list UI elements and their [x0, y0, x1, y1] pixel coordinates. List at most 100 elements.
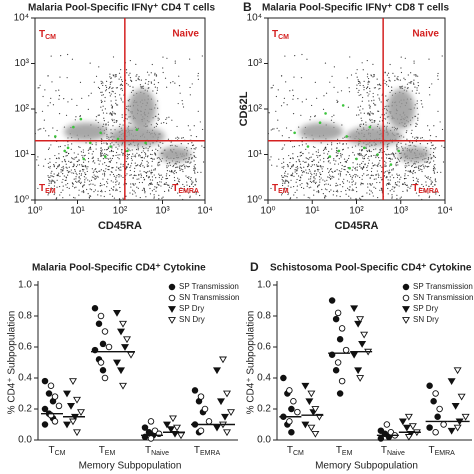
event-dot	[120, 88, 122, 90]
event-dot	[371, 119, 373, 121]
data-point	[356, 375, 365, 382]
event-dot	[62, 156, 65, 158]
data-point	[117, 328, 125, 336]
event-dot	[179, 169, 181, 172]
event-dot	[338, 205, 339, 206]
event-dot	[156, 123, 159, 126]
event-dot	[313, 173, 315, 175]
event-dot	[388, 169, 390, 171]
event-dot	[180, 168, 182, 170]
data-point	[213, 424, 221, 432]
event-dot	[324, 196, 326, 198]
event-dot	[415, 166, 417, 168]
event-dot	[329, 162, 331, 164]
event-dot	[169, 82, 172, 84]
event-dot	[120, 69, 122, 71]
event-dot	[426, 176, 428, 179]
event-dot	[91, 176, 94, 178]
y-tick-label: 10¹	[248, 149, 263, 160]
event-dot	[400, 71, 403, 74]
event-dot	[72, 158, 74, 160]
event-dot	[103, 175, 106, 177]
event-dot	[128, 122, 130, 124]
event-dot	[270, 129, 272, 131]
event-dot	[308, 187, 310, 189]
event-dot	[148, 184, 150, 186]
event-dot	[386, 116, 388, 118]
event-dot	[407, 202, 408, 203]
event-dot	[384, 118, 387, 120]
event-dot	[425, 184, 427, 186]
event-dot	[410, 132, 412, 135]
event-dot	[417, 166, 420, 168]
event-dot	[80, 181, 82, 183]
event-dot	[169, 170, 171, 172]
event-dot	[305, 157, 307, 159]
event-dot	[187, 143, 189, 145]
event-dot	[181, 137, 183, 139]
event-dot	[162, 71, 164, 74]
x-tick-label: 10³	[155, 206, 170, 217]
event-dot	[153, 196, 155, 198]
event-dot	[371, 192, 373, 194]
event-dot	[162, 142, 164, 144]
event-dot	[95, 119, 97, 121]
data-point	[377, 435, 385, 442]
event-dot	[374, 87, 377, 89]
event-dot	[186, 147, 188, 149]
event-dot	[48, 182, 50, 184]
event-dot	[59, 194, 61, 196]
data-point	[99, 367, 107, 374]
event-dot	[345, 174, 347, 176]
event-dot	[282, 158, 285, 160]
event-dot	[158, 176, 160, 179]
event-dot	[168, 202, 169, 203]
event-dot	[184, 165, 186, 167]
event-dot	[368, 93, 370, 95]
event-dot	[281, 175, 283, 177]
event-dot	[373, 73, 375, 76]
event-dot	[369, 193, 371, 195]
event-dot	[171, 169, 173, 172]
event-dot	[413, 169, 415, 172]
event-dot	[174, 60, 176, 62]
event-dot	[317, 156, 319, 158]
data-point	[334, 309, 342, 317]
event-dot	[100, 101, 103, 104]
event-dot	[323, 157, 325, 160]
event-dot	[109, 113, 111, 115]
event-dot	[404, 165, 406, 167]
event-dot	[49, 167, 51, 169]
data-point	[434, 413, 441, 421]
event-dot	[156, 181, 159, 184]
event-dot	[107, 168, 109, 171]
event-dot	[351, 181, 353, 183]
data-point	[217, 398, 225, 406]
event-dot	[169, 145, 172, 147]
event-dot	[65, 166, 67, 168]
event-dot	[147, 83, 149, 85]
event-dot	[102, 170, 105, 172]
event-dot	[126, 147, 128, 149]
event-dot	[440, 171, 442, 173]
event-dot	[367, 81, 369, 83]
event-dot	[156, 87, 159, 89]
event-dot	[150, 183, 152, 185]
event-dot	[306, 158, 308, 160]
data-point	[290, 398, 297, 405]
event-dot	[147, 150, 149, 152]
event-dot	[435, 192, 437, 194]
event-dot	[109, 207, 110, 208]
event-dot	[362, 123, 365, 125]
event-dot	[83, 184, 86, 186]
event-dot	[135, 79, 137, 82]
event-dot	[372, 174, 374, 177]
event-dot	[362, 160, 364, 163]
event-dot	[373, 121, 375, 123]
quadrant-label: TEMRA	[412, 183, 439, 195]
quadrant-label: Naive	[172, 29, 199, 40]
event-dot	[70, 169, 72, 171]
event-dot	[413, 74, 415, 76]
data-point	[453, 367, 462, 375]
event-dot	[415, 74, 417, 76]
